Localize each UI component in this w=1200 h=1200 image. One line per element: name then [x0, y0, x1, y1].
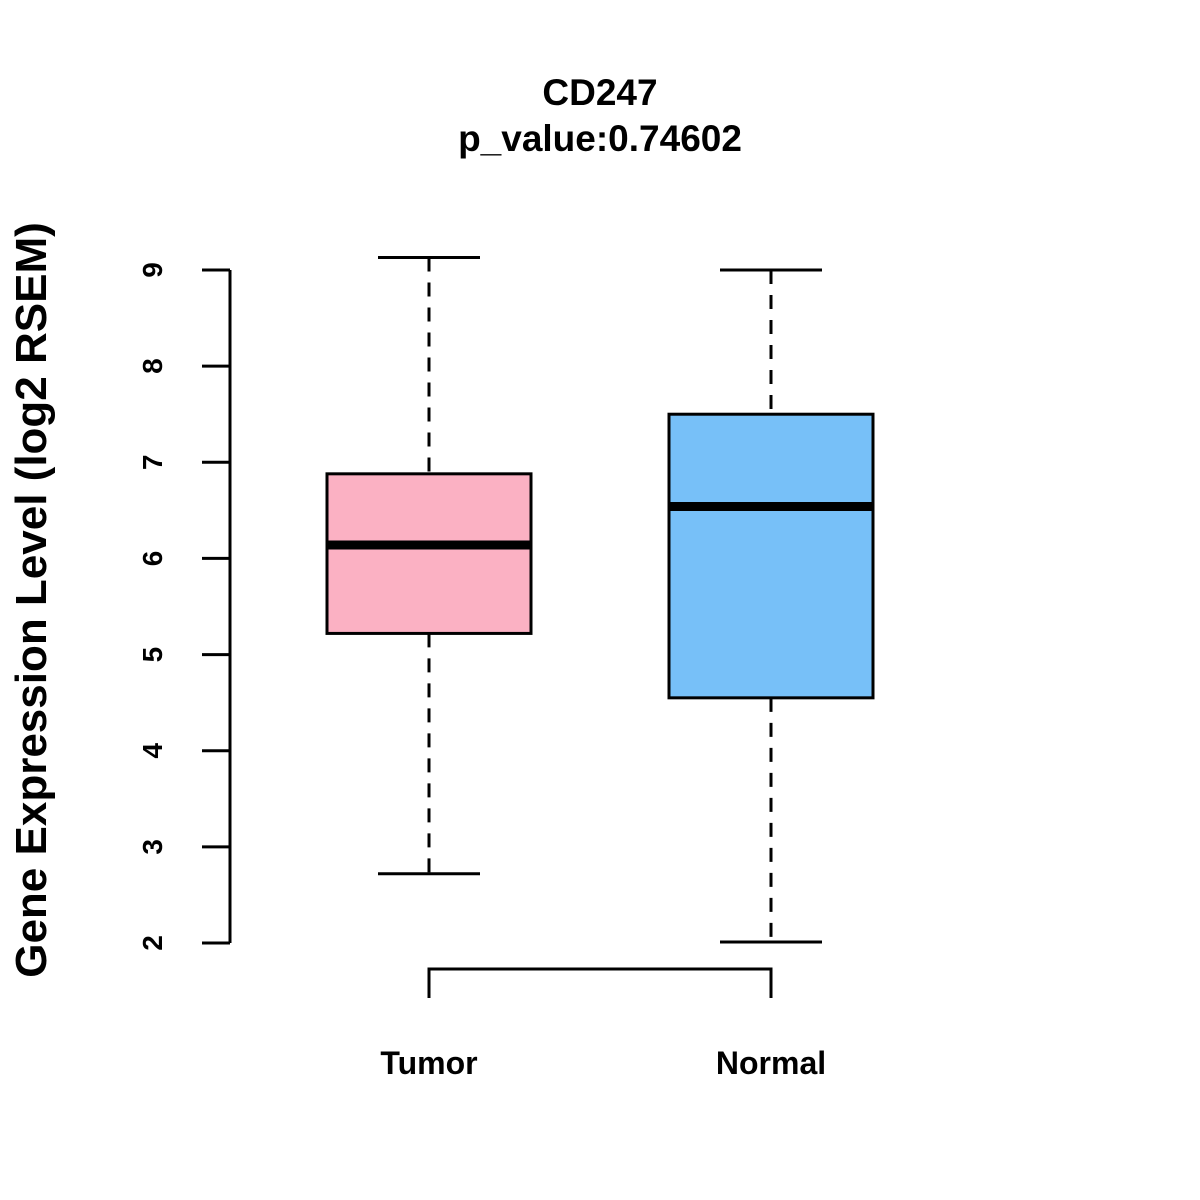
- box-series-group: [325, 256, 875, 944]
- y-tick-label: 5: [137, 647, 168, 663]
- box-tumor: [325, 256, 533, 876]
- y-tick-label: 2: [137, 935, 168, 951]
- x-category-label-tumor: Tumor: [380, 1045, 477, 1081]
- iqr-box-tumor: [325, 472, 533, 635]
- y-tick-label: 3: [137, 839, 168, 855]
- x-category-label-normal: Normal: [716, 1045, 826, 1081]
- chart-subtitle: p_value:0.74602: [458, 118, 742, 159]
- box-normal: [667, 268, 875, 944]
- y-tick-label: 4: [137, 743, 168, 759]
- chart-title: CD247: [542, 72, 657, 113]
- iqr-box-normal: [667, 412, 875, 700]
- y-axis-label: Gene Expression Level (log2 RSEM): [7, 222, 56, 978]
- y-tick-label: 6: [137, 551, 168, 567]
- comparison-bracket: [427, 967, 773, 998]
- y-tick-label: 7: [137, 454, 168, 470]
- y-tick-label: 9: [137, 262, 168, 278]
- y-tick-label: 8: [137, 358, 168, 374]
- y-axis-ticks: 2 3 4 5 6 7 8 9: [137, 262, 230, 951]
